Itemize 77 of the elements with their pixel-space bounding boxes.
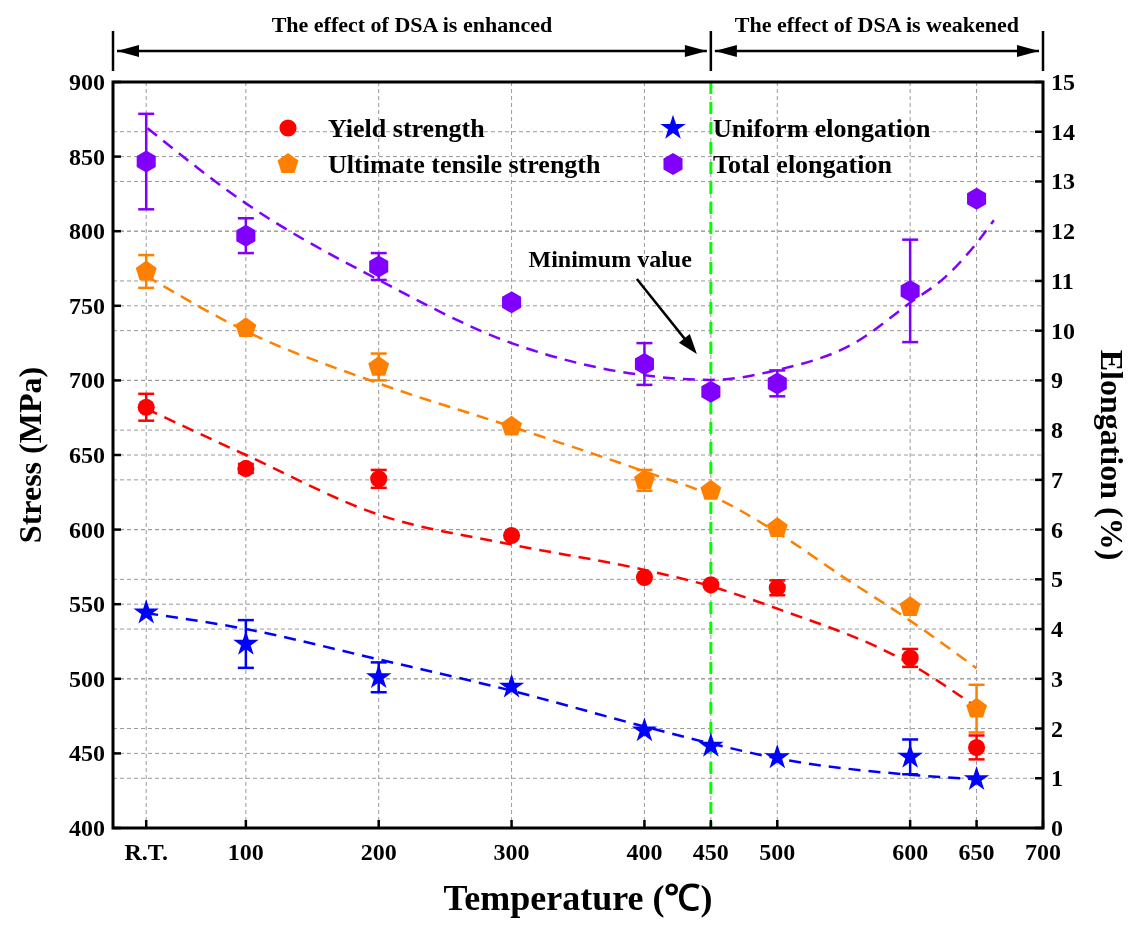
- y2-tick-label: 7: [1051, 466, 1063, 493]
- y-axis-title: Stress (MPa): [12, 366, 48, 544]
- y-tick-label: 800: [69, 218, 105, 245]
- y2-tick-label: 15: [1051, 69, 1075, 95]
- point: [900, 279, 920, 302]
- y-tick-label: 650: [69, 442, 105, 468]
- point: [236, 224, 256, 247]
- point: [967, 187, 987, 210]
- y2-tick-label: 13: [1051, 168, 1075, 195]
- annotation: Minimum value: [528, 246, 693, 272]
- point: [502, 291, 522, 314]
- y2-tick-label: 6: [1051, 516, 1063, 543]
- y-tick-label: 550: [69, 591, 105, 618]
- y2-tick-label: 9: [1051, 367, 1063, 394]
- x-tick-label: R.T.: [124, 839, 168, 865]
- x-tick-label: 100: [227, 839, 264, 865]
- point: [698, 732, 724, 757]
- y2-tick-label: 12: [1051, 218, 1075, 245]
- point: [235, 317, 257, 338]
- text: The effect of DSA is enhanced: [271, 12, 553, 37]
- text: The effect of DSA is weakened: [734, 12, 1019, 37]
- point: [136, 150, 156, 173]
- point: [233, 630, 259, 655]
- x-tick-label: 600: [892, 839, 929, 865]
- point: [503, 527, 521, 545]
- y2-tick-label: 11: [1051, 267, 1074, 294]
- y2-tick-label: 3: [1051, 665, 1063, 692]
- point: [133, 599, 159, 624]
- y-tick-label: 700: [69, 367, 105, 394]
- point: [137, 398, 155, 416]
- point: [968, 738, 986, 756]
- x-tick-label: 200: [360, 839, 397, 865]
- x-tick-label: 300: [493, 839, 530, 865]
- point: [135, 260, 157, 281]
- y-tick-label: 600: [69, 516, 105, 543]
- y-tick-label: 850: [69, 143, 105, 170]
- point: [631, 717, 658, 742]
- point: [369, 255, 389, 278]
- y2-axis-title: Elongation (%): [1094, 349, 1130, 561]
- legend-label: Ultimate tensile strength: [328, 150, 602, 179]
- point: [634, 352, 654, 375]
- point: [764, 744, 790, 769]
- y2-tick-label: 10: [1051, 317, 1075, 344]
- point: [963, 765, 990, 791]
- point: [501, 415, 523, 436]
- y-tick-label: 750: [69, 292, 105, 319]
- point: [899, 596, 921, 617]
- y2-tick-label: 4: [1051, 616, 1063, 643]
- legend-label: Total elongation: [713, 150, 893, 179]
- x-axis-title: Temperature (℃): [443, 878, 713, 918]
- legend-label: Yield strength: [328, 114, 486, 143]
- point: [966, 697, 988, 718]
- point: [701, 380, 721, 403]
- x-tick-label: 450: [692, 839, 729, 865]
- y2-tick-label: 2: [1051, 715, 1063, 742]
- y2-tick-label: 5: [1051, 566, 1063, 593]
- x-tick-label: 700: [1025, 839, 1061, 865]
- y2-tick-label: 8: [1051, 417, 1063, 444]
- point: [498, 673, 525, 698]
- y2-tick-label: 14: [1051, 118, 1075, 145]
- point: [366, 663, 392, 689]
- legend-label: Uniform elongation: [713, 114, 931, 143]
- y-tick-label: 500: [69, 665, 105, 692]
- point: [766, 517, 788, 538]
- y-tick-label: 450: [69, 740, 105, 767]
- y2-tick-label: 0: [1051, 815, 1063, 841]
- point: [702, 576, 720, 594]
- x-tick-label: 650: [958, 839, 995, 865]
- y-tick-label: 900: [69, 69, 105, 95]
- point: [897, 743, 923, 768]
- y2-tick-label: 1: [1051, 765, 1063, 792]
- point: [700, 479, 722, 500]
- x-tick-label: 400: [626, 839, 663, 865]
- point: [635, 568, 653, 586]
- x-tick-label: 500: [759, 839, 796, 865]
- point: [368, 355, 390, 376]
- y-tick-label: 400: [69, 815, 105, 841]
